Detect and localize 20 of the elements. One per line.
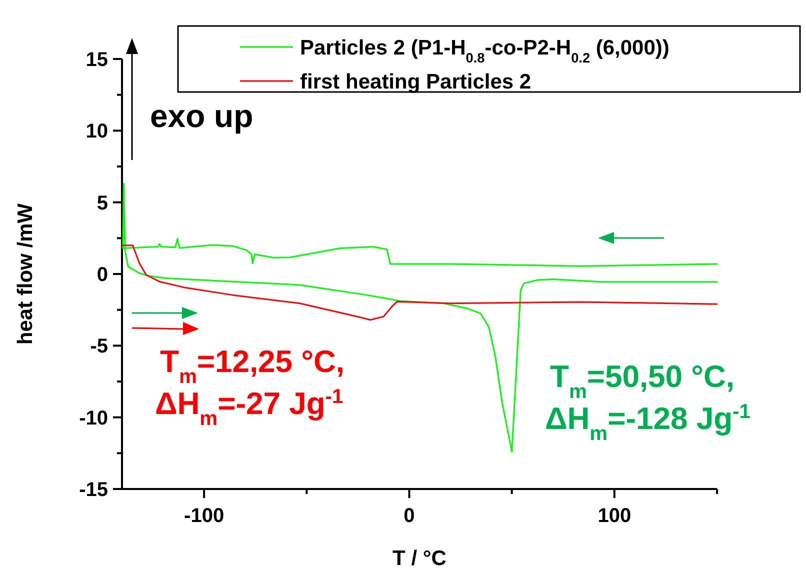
y-tick-label: 15: [86, 49, 108, 71]
annotation: ΔH$_{m}$=-128 Jg$^{-1}$: [545, 401, 750, 445]
annotation: T$_{m}$=50,50 °C,: [550, 359, 735, 403]
x-axis-title: T / °C: [392, 547, 446, 570]
y-tick-label: -15: [79, 479, 108, 501]
y-tick-label: 10: [86, 120, 108, 143]
y-tick-label: 0: [96, 264, 108, 286]
annotation: T$_{m}$=12,25 °C,: [160, 344, 345, 388]
legend-label: Particles 2 (P1-H$_{0.8}$-co-P2-H$_{0.2}$ (6,000)): [300, 36, 670, 65]
annotation: exo up: [150, 98, 254, 134]
x-tick-label: 100: [598, 505, 632, 527]
x-tick-label: 0: [404, 505, 415, 527]
annotation: ΔH$_{m}$=-27 Jg$^{-1}$: [155, 386, 344, 430]
line-series: [121, 244, 718, 321]
y-tick-label: -5: [90, 336, 108, 358]
legend-label: first heating Particles 2: [300, 70, 532, 94]
y-axis-title: heat flow /mW: [14, 203, 37, 345]
y-tick-label: -10: [79, 407, 108, 430]
x-tick-label: -100: [184, 505, 224, 527]
y-tick-label: 5: [96, 192, 108, 214]
